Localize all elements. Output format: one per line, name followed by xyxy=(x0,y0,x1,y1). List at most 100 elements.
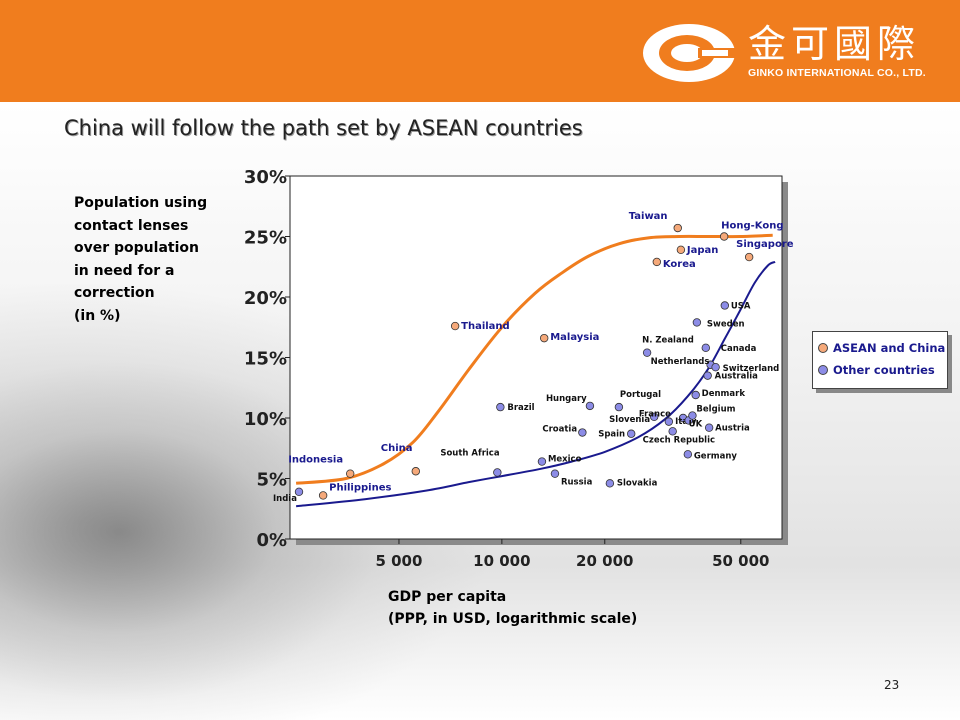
data-point xyxy=(493,468,502,477)
x-tick-label: 50 000 xyxy=(712,552,769,570)
data-point-label: Netherlands xyxy=(651,357,710,367)
data-point xyxy=(703,371,712,380)
data-point-label: Sweden xyxy=(707,319,745,329)
data-point-label: Belgium xyxy=(696,405,735,415)
data-point-label: Spain xyxy=(598,430,625,440)
data-point-label: Thailand xyxy=(461,321,510,332)
data-point-label: India xyxy=(273,494,297,504)
data-point xyxy=(720,301,730,310)
other-trend-line xyxy=(295,260,776,508)
data-point-label: Hungary xyxy=(546,394,587,404)
data-point xyxy=(345,469,355,478)
data-point xyxy=(496,402,505,412)
data-point-label: France xyxy=(639,410,671,420)
data-point-label: Hong-Kong xyxy=(721,221,783,232)
x-axis-label-line1: GDP per capita xyxy=(388,589,507,605)
data-point xyxy=(683,450,693,459)
data-point-label: Switzerland xyxy=(723,364,780,374)
data-point xyxy=(692,318,702,327)
data-point-label: UK xyxy=(689,419,703,429)
legend-item-asean: ASEAN and China xyxy=(818,338,945,358)
data-point xyxy=(627,429,636,438)
data-point-label: Australia xyxy=(715,372,759,382)
other-points-group: India South Africa Brazil Mexico Russia Croat… xyxy=(273,301,780,504)
legend-item-other: Other countries xyxy=(818,360,935,380)
legend-label-other: Other countries xyxy=(833,363,935,377)
data-point-label: Mexico xyxy=(548,455,582,465)
data-point-label: Japan xyxy=(686,245,719,256)
data-point-label: Russia xyxy=(561,478,593,488)
chart-legend: ASEAN and China Other countries xyxy=(812,331,948,389)
data-point xyxy=(704,423,714,432)
data-point xyxy=(676,245,686,255)
data-point xyxy=(642,348,652,357)
y-tick-label: 20% xyxy=(244,288,287,309)
data-point-label: Brazil xyxy=(507,403,534,413)
data-point-label: Germany xyxy=(694,451,738,461)
data-point xyxy=(318,491,328,500)
data-point xyxy=(691,390,700,400)
header-banner: 金可國際 GINKO INTERNATIONAL CO., LTD. xyxy=(0,0,960,102)
y-tick-label: 25% xyxy=(244,228,287,249)
y-tick-label: 10% xyxy=(244,409,287,430)
data-point xyxy=(668,427,677,436)
data-point xyxy=(701,343,710,353)
data-point-label: Canada xyxy=(721,344,757,354)
data-point-label: Malaysia xyxy=(550,332,599,343)
legend-marker-other xyxy=(818,365,828,375)
data-point xyxy=(652,257,662,267)
x-axis-label: GDP per capita (PPP, in USD, logarithmic… xyxy=(388,586,637,630)
data-point-label: Austria xyxy=(715,424,750,434)
data-point xyxy=(539,333,549,343)
data-point-label: Singapore xyxy=(736,239,794,250)
data-point-label: Czech Republic xyxy=(643,435,715,445)
asean-points-group: Indonesia Philippines China Thailand Malaysi… xyxy=(288,211,794,500)
data-point-label: USA xyxy=(731,301,751,311)
data-point xyxy=(711,362,720,372)
data-point xyxy=(450,321,460,331)
data-point xyxy=(578,428,587,437)
company-logo: 金可國際 GINKO INTERNATIONAL CO., LTD. xyxy=(640,22,940,84)
y-tick-label: 30% xyxy=(244,167,287,188)
data-point-label: Croatia xyxy=(542,425,577,435)
data-point xyxy=(614,402,624,412)
logo-chinese-text: 金可國際 xyxy=(748,22,921,66)
legend-label-asean: ASEAN and China xyxy=(833,341,946,355)
data-point xyxy=(664,417,674,426)
data-point xyxy=(294,487,304,497)
data-point xyxy=(550,469,560,478)
y-axis-label: Population using contact lenses over pop… xyxy=(74,195,208,324)
y-tick-label: 0% xyxy=(256,530,287,551)
x-tick-label: 10 000 xyxy=(473,552,530,570)
y-tick-label: 5% xyxy=(256,470,287,491)
data-point-label: Philippines xyxy=(329,482,391,493)
slide-title: China will follow the path set by ASEAN … xyxy=(64,116,583,140)
data-point-label: N. Zealand xyxy=(642,336,694,346)
data-point-label: South Africa xyxy=(440,448,500,458)
data-point xyxy=(719,232,729,241)
data-point-label: Korea xyxy=(663,259,696,270)
asean-trend-line xyxy=(295,233,773,485)
data-point-label: Slovenia xyxy=(609,415,650,425)
logo-english-text: GINKO INTERNATIONAL CO., LTD. xyxy=(748,67,926,79)
data-point-label: Slovakia xyxy=(617,478,658,488)
data-point xyxy=(649,412,659,421)
data-point-label: Denmark xyxy=(702,389,746,399)
y-tick-label: 15% xyxy=(244,349,287,370)
data-point-label: Taiwan xyxy=(629,211,668,222)
ginko-logo-icon xyxy=(643,24,738,82)
data-point-label: China xyxy=(381,443,413,454)
data-point xyxy=(605,479,615,488)
page-number: 23 xyxy=(884,678,900,692)
data-point-label: Indonesia xyxy=(288,455,343,466)
data-point xyxy=(585,401,595,411)
data-point xyxy=(673,223,682,233)
x-axis-label-line2: (PPP, in USD, logarithmic scale) xyxy=(388,611,638,627)
data-point xyxy=(744,252,754,262)
x-tick-label: 20 000 xyxy=(576,552,633,570)
legend-marker-asean xyxy=(818,343,828,353)
data-point xyxy=(411,467,420,476)
data-point xyxy=(537,457,547,466)
data-point xyxy=(688,411,697,420)
